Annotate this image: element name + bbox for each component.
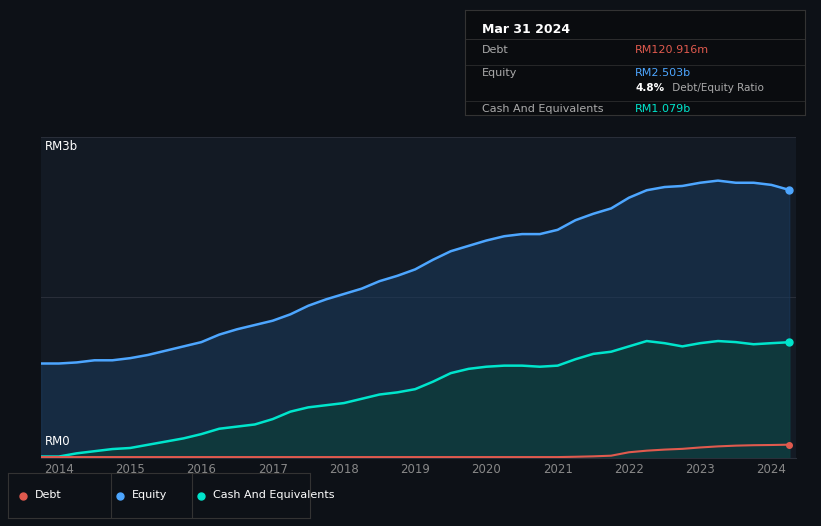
Text: RM120.916m: RM120.916m [635,45,709,55]
Text: Debt: Debt [482,45,509,55]
Text: RM1.079b: RM1.079b [635,104,691,114]
Text: Debt: Debt [35,491,62,501]
Text: Equity: Equity [132,491,167,501]
Text: Cash And Equivalents: Cash And Equivalents [482,104,603,114]
Text: Mar 31 2024: Mar 31 2024 [482,23,570,36]
Text: RM3b: RM3b [45,140,78,153]
Text: RM0: RM0 [45,435,71,448]
Text: Equity: Equity [482,68,517,78]
Text: Debt/Equity Ratio: Debt/Equity Ratio [669,83,764,93]
Text: 4.8%: 4.8% [635,83,664,93]
Text: RM2.503b: RM2.503b [635,68,691,78]
Text: Cash And Equivalents: Cash And Equivalents [213,491,335,501]
